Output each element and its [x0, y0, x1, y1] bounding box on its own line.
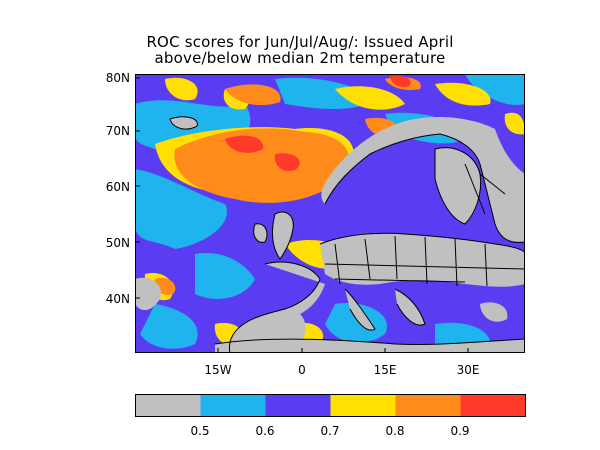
chart-title-line1: ROC scores for Jun/Jul/Aug/: Issued Apri… [146, 33, 454, 51]
colorbar-label-0.7: 0.7 [320, 424, 340, 438]
lat-label-60n: 60N [105, 180, 130, 194]
colorbar-frame [135, 394, 526, 417]
lon-label-30e: 30E [456, 363, 480, 377]
lon-label-15e: 15E [373, 363, 397, 377]
lat-label-40n: 40N [105, 292, 130, 306]
colorbar [135, 394, 526, 417]
colorbar-cell [200, 394, 266, 417]
lon-label-0: 0 [298, 363, 306, 377]
colorbar-label-0.8: 0.8 [385, 424, 405, 438]
colorbar-label-0.5: 0.5 [190, 424, 210, 438]
chart-title-line2: above/below median 2m temperature [154, 49, 446, 67]
colorbar-label-0.9: 0.9 [450, 424, 470, 438]
lat-label-80n: 80N [105, 71, 130, 85]
colorbar-cell [395, 394, 461, 417]
lat-label-70n: 70N [105, 124, 130, 138]
colorbar-cell [330, 394, 396, 417]
map-frame [135, 74, 525, 353]
colorbar-cell [265, 394, 331, 417]
roc-score-map [135, 74, 525, 353]
coastlines [169, 116, 525, 353]
colorbar-cell [135, 394, 201, 417]
land-masses [135, 116, 525, 353]
lat-label-50n: 50N [105, 236, 130, 250]
lon-label-15w: 15W [204, 363, 232, 377]
map-ticks [135, 77, 469, 353]
colorbar-cell [460, 394, 526, 417]
colorbar-label-0.6: 0.6 [255, 424, 275, 438]
